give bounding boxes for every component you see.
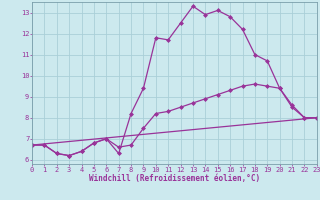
X-axis label: Windchill (Refroidissement éolien,°C): Windchill (Refroidissement éolien,°C) (89, 174, 260, 183)
